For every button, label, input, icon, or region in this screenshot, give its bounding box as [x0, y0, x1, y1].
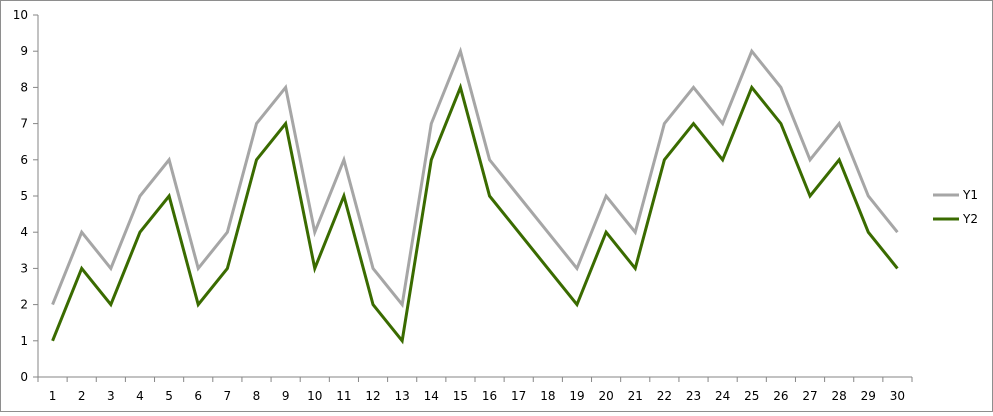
x-tick-label: 2: [78, 389, 86, 403]
x-tick-label: 30: [890, 389, 905, 403]
series-line-y1: [53, 51, 898, 304]
x-tick-label: 17: [511, 389, 526, 403]
x-tick-label: 26: [773, 389, 788, 403]
x-tick-label: 15: [453, 389, 468, 403]
y-tick-label: 3: [20, 261, 28, 275]
x-tick-label: 27: [802, 389, 817, 403]
y-tick-label: 5: [20, 189, 28, 203]
y-tick-label: 10: [13, 8, 28, 22]
x-tick-label: 3: [107, 389, 115, 403]
series-line-y2: [53, 87, 898, 340]
legend-label: Y2: [962, 212, 978, 226]
x-tick-label: 9: [282, 389, 290, 403]
x-tick-label: 16: [482, 389, 497, 403]
series-lines: [53, 51, 898, 341]
x-tick-label: 6: [194, 389, 202, 403]
y-tick-label: 7: [20, 117, 28, 131]
x-tick-label: 22: [657, 389, 672, 403]
x-tick-label: 19: [569, 389, 584, 403]
x-tick-label: 21: [628, 389, 643, 403]
y-tick-label: 0: [20, 370, 28, 384]
x-tick-label: 12: [365, 389, 380, 403]
x-tick-label: 7: [224, 389, 232, 403]
y-tick-label: 8: [20, 80, 28, 94]
x-tick-label: 18: [540, 389, 555, 403]
x-tick-label: 11: [336, 389, 351, 403]
x-tick-label: 10: [307, 389, 322, 403]
x-tick-label: 8: [253, 389, 261, 403]
y-tick-label: 1: [20, 334, 28, 348]
x-tick-label: 23: [686, 389, 701, 403]
x-tick-label: 20: [598, 389, 613, 403]
y-tick-label: 2: [20, 298, 28, 312]
legend-label: Y1: [962, 188, 978, 202]
x-tick-label: 29: [861, 389, 876, 403]
y-tick-label: 4: [20, 225, 28, 239]
x-tick-label: 4: [136, 389, 144, 403]
x-tick-label: 24: [715, 389, 730, 403]
x-tick-label: 25: [744, 389, 759, 403]
x-tick-label: 5: [165, 389, 173, 403]
y-tick-label: 6: [20, 153, 28, 167]
x-tick-label: 13: [395, 389, 410, 403]
x-tick-label: 28: [832, 389, 847, 403]
legend: Y1 Y2: [933, 188, 978, 226]
x-tick-label: 1: [49, 389, 57, 403]
x-tick-label: 14: [424, 389, 439, 403]
y-tick-label: 9: [20, 44, 28, 58]
